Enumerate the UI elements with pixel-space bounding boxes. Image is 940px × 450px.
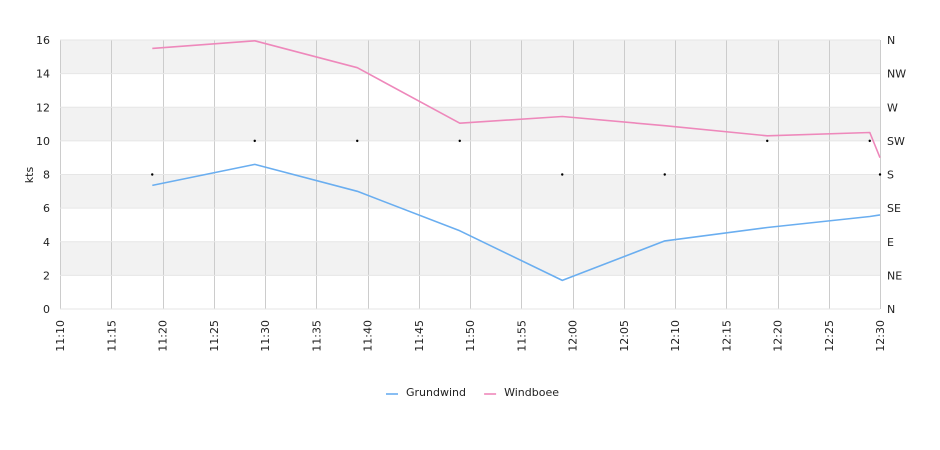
- x-tick-label: 11:10: [54, 320, 67, 352]
- x-tick-label: 11:25: [208, 320, 221, 352]
- x-tick-label: 11:45: [413, 320, 426, 352]
- direction-marker: [663, 173, 666, 176]
- x-tick-label: 12:10: [669, 320, 682, 352]
- y2-tick-label: SE: [887, 202, 901, 215]
- direction-marker: [253, 139, 256, 143]
- x-tick-label: 12:00: [567, 320, 580, 352]
- direction-marker: [561, 173, 564, 176]
- y-tick-label: 16: [36, 34, 50, 47]
- direction-marker: [458, 139, 461, 143]
- y2-tick-label: W: [887, 101, 898, 114]
- direction-marker: [878, 173, 882, 176]
- direction-marker: [868, 139, 871, 143]
- legend-label: Windboee: [504, 386, 559, 399]
- y2-axis-ticks: N NE E SE S SW W NW N: [887, 34, 906, 316]
- x-tick-label: 11:30: [259, 320, 272, 352]
- direction-marker: [766, 139, 769, 143]
- y-tick-label: 14: [36, 68, 50, 81]
- y-tick-label: 4: [43, 236, 50, 249]
- direction-marker: [151, 173, 154, 176]
- direction-marker: [356, 139, 359, 143]
- y-tick-label: 12: [36, 101, 50, 114]
- horizontal-gridlines: [60, 39, 880, 310]
- x-axis-ticks: 11:10 11:15 11:20 11:25 11:30 11:35 11:40 11:45…: [54, 320, 887, 352]
- x-tick-label: 11:55: [515, 320, 528, 352]
- y-axis-label: kts: [23, 167, 36, 184]
- y2-tick-label: NW: [887, 68, 906, 81]
- y2-tick-label: N: [887, 303, 895, 316]
- y-tick-label: 2: [43, 269, 50, 282]
- y-tick-label: 10: [36, 135, 50, 148]
- x-tick-label: 11:35: [310, 320, 323, 352]
- y2-tick-label: S: [887, 169, 894, 182]
- x-tick-label: 11:40: [362, 320, 375, 352]
- series-lines: [152, 39, 881, 282]
- y-tick-label: 6: [43, 202, 50, 215]
- y2-tick-label: E: [887, 236, 894, 249]
- x-tick-label: 11:50: [464, 320, 477, 352]
- x-tick-label: 11:20: [157, 320, 170, 352]
- series-line-grundwind: [152, 163, 881, 282]
- y-tick-label: 8: [43, 169, 50, 182]
- y2-tick-label: SW: [887, 135, 905, 148]
- x-tick-label: 12:20: [772, 320, 785, 352]
- x-tick-label: 11:15: [105, 320, 118, 352]
- legend-label: Grundwind: [406, 386, 466, 399]
- y2-tick-label: N: [887, 34, 895, 47]
- x-tick-label: 12:30: [874, 320, 887, 352]
- y-tick-label: 0: [43, 303, 50, 316]
- x-tick-label: 12:15: [720, 320, 733, 352]
- x-tick-label: 12:05: [618, 320, 631, 352]
- legend: Grundwind Windboee: [386, 386, 559, 399]
- y-axis-ticks: 0 2 4 6 8 10 12 14 16: [36, 34, 50, 316]
- x-tick-label: 12:25: [823, 320, 836, 352]
- direction-markers: [151, 139, 882, 176]
- series-line-windboee: [152, 39, 881, 159]
- y2-tick-label: NE: [887, 269, 902, 282]
